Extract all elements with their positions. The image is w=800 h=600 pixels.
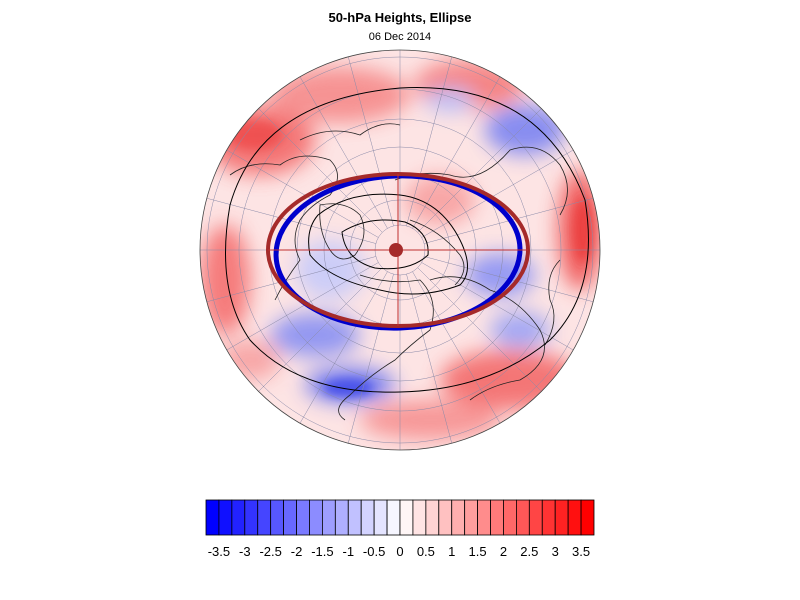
map-boundary (199, 49, 601, 451)
colorbar-tick-label: -3.5 (208, 544, 230, 559)
coastlines (229, 123, 568, 421)
negative-anomaly-region (295, 240, 365, 300)
longitude-line (406, 274, 453, 444)
anomaly-field (200, 50, 600, 450)
colorbar-box (218, 499, 233, 536)
longitude-line (299, 271, 388, 424)
colorbar-box (360, 499, 375, 536)
negative-anomaly-region (490, 312, 550, 348)
colorbar-tick-label: 3 (552, 544, 559, 559)
longitude-line (258, 267, 383, 392)
colorbar-box (257, 499, 272, 536)
longitude-line (299, 76, 388, 229)
colorbar-box (334, 499, 349, 536)
longitude-lines (200, 50, 600, 450)
colorbar-box (490, 499, 504, 536)
colorbar-tick-label: -0.5 (363, 544, 385, 559)
longitude-line (417, 267, 542, 392)
colorbar-tick-label: -2.5 (259, 544, 281, 559)
colorbar-box (283, 499, 297, 536)
colorbar-box (412, 499, 427, 536)
colorbar-box (425, 499, 440, 536)
positive-anomaly-region (270, 67, 410, 123)
positive-anomaly-region (360, 400, 500, 440)
negative-anomaly-region (425, 88, 475, 112)
colorbar-tick-label: 1.5 (469, 544, 487, 559)
colorbar-box (309, 499, 323, 536)
colorbar-tick-label: 2.5 (520, 544, 538, 559)
chart-title: 50-hPa Heights, Ellipse (328, 10, 472, 25)
colorbar-box (399, 499, 414, 536)
colorbar-box (503, 499, 517, 536)
colorbar-box (451, 499, 466, 536)
colorbar-tick-label: 2 (500, 544, 507, 559)
colorbar-boxes (205, 499, 595, 536)
colorbar-box (528, 499, 543, 536)
longitude-line (421, 149, 574, 238)
colorbar-box (347, 499, 362, 536)
colorbar-box (296, 499, 310, 536)
colorbar-box (477, 499, 491, 536)
positive-anomaly-region (405, 175, 475, 225)
longitude-line (206, 256, 376, 303)
colorbar-tick-label: -2 (291, 544, 303, 559)
colorbar-box (244, 499, 259, 536)
colorbar-box (464, 499, 478, 536)
colorbar-box (567, 499, 582, 536)
colorbar-box (516, 499, 530, 536)
ellipse-center-marker (389, 243, 403, 257)
colorbar-tick-label: 1 (448, 544, 455, 559)
colorbar-labels: -3.5 -3 -2.5 -2 -1.5 -1 -0.5 0 0.5 1 1.5 2 2.5 3 3.5 (208, 544, 590, 559)
colorbar-box (438, 499, 453, 536)
colorbar-tick-label: -1 (342, 544, 354, 559)
colorbar-tick-label: 0.5 (417, 544, 435, 559)
colorbar-box (580, 499, 595, 536)
longitude-line (412, 271, 501, 424)
negative-anomaly-region (485, 105, 565, 155)
colorbar-box (554, 499, 569, 536)
colorbar-box (205, 499, 220, 536)
colorbar-box (541, 499, 556, 536)
longitude-line (347, 56, 394, 226)
colorbar-tick-label: -1.5 (311, 544, 333, 559)
chart-date: 06 Dec 2014 (368, 31, 432, 43)
colorbar-box (231, 499, 246, 536)
longitude-line (226, 262, 379, 351)
colorbar-tick-label: 3.5 (572, 544, 590, 559)
colorbar-box (270, 499, 284, 536)
colorbar-tick-label: 0 (396, 544, 403, 559)
strong-negative-core (323, 379, 373, 397)
colorbar-box (373, 499, 388, 536)
longitude-line (226, 149, 379, 238)
polar-map (199, 49, 601, 451)
height-contours (225, 87, 589, 393)
positive-anomaly-region (200, 225, 250, 335)
longitude-line (347, 274, 394, 444)
colorbar-tick-label: -3 (239, 544, 251, 559)
colorbar-box (386, 499, 401, 536)
colorbar-box (321, 499, 336, 536)
